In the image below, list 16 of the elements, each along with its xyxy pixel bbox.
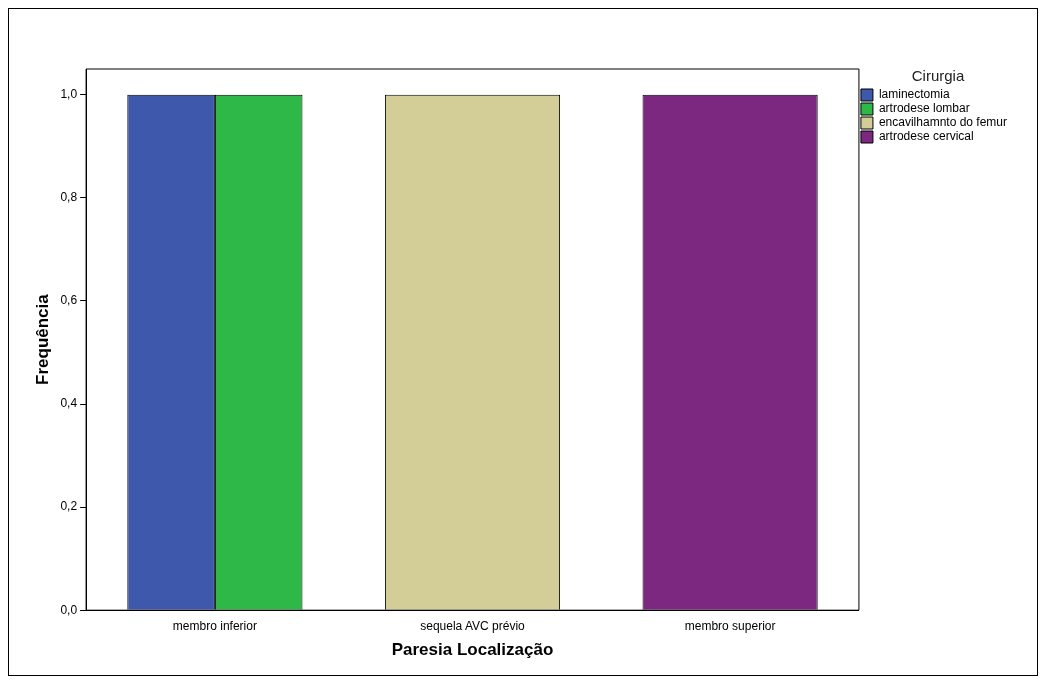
legend-label: artrodese lombar [878,101,970,116]
x-tick-label: sequela AVC prévio [420,618,526,633]
y-axis-title: Frequência [32,293,52,385]
y-tick-label: 0,4 [60,396,78,411]
legend-label: artrodese cervical [878,129,974,144]
x-tick-label: membro inferior [172,618,257,633]
y-tick-label: 0,8 [60,190,78,205]
x-axis-title: Paresia Localização [391,640,554,660]
x-tick-label: membro superior [684,618,776,633]
y-tick-label: 1,0 [60,87,78,102]
y-tick-label: 0,6 [60,293,78,308]
legend-label: encavilhamnto do femur [878,115,1008,130]
legend-label: laminectomia [878,87,950,102]
y-tick-label: 0,0 [60,602,78,617]
legend-title: Cirurgia [911,66,965,84]
y-tick-label: 0,2 [60,499,78,514]
